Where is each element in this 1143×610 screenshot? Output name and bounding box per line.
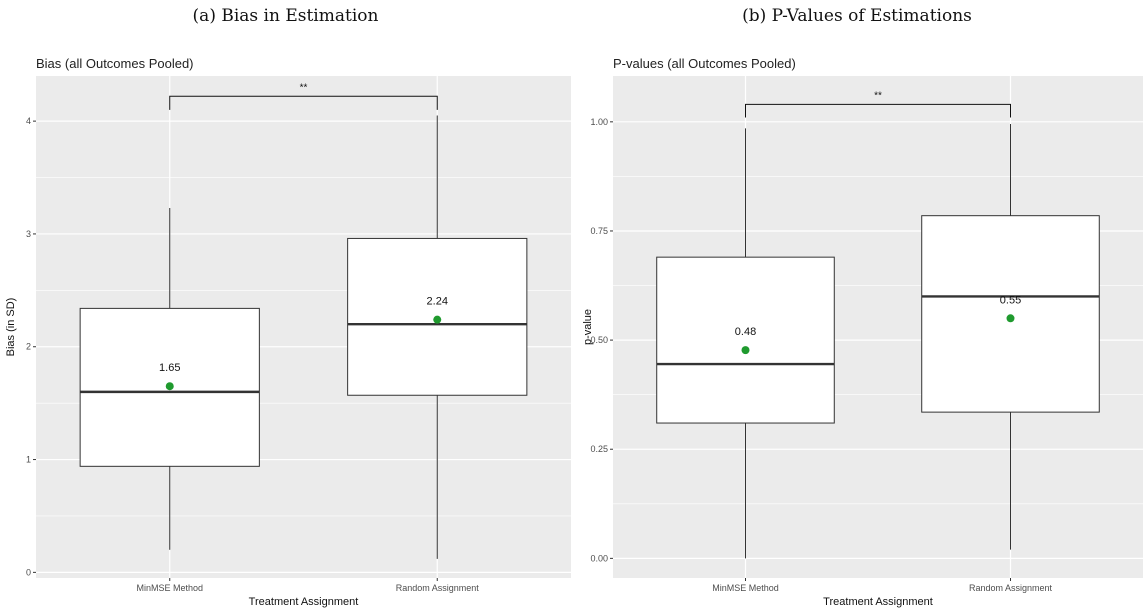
bias-significance-bracket bbox=[169, 95, 438, 110]
pvalue-significance-bracket bbox=[745, 103, 1011, 118]
bias-y-tick-label: 2 bbox=[26, 342, 31, 352]
bias-mean-point-minmse-method bbox=[165, 382, 174, 391]
pvalue-box-minmse-method bbox=[656, 256, 835, 424]
pvalue-mean-label-random-assignment: 0.55 bbox=[1000, 294, 1021, 306]
bias-y-tick-label: 1 bbox=[26, 455, 31, 465]
bias-x-axis-label: Treatment Assignment bbox=[249, 596, 359, 608]
bias-mean-label-minmse-method: 1.65 bbox=[159, 362, 180, 374]
pvalue-y-tick-label: 0.50 bbox=[590, 335, 608, 345]
bias-mean-label-random-assignment: 2.24 bbox=[427, 296, 448, 308]
pvalue-mean-point-minmse-method bbox=[741, 346, 750, 355]
pvalue-chart: P-values (all Outcomes Pooled) 0.00 0.25 0.… bbox=[582, 56, 1143, 608]
pvalue-mean-label-minmse-method: 0.48 bbox=[735, 326, 756, 338]
pvalue-y-tick-label: 0.25 bbox=[590, 444, 608, 454]
pvalue-y-tick-label: 0.75 bbox=[590, 226, 608, 236]
pvalue-significance-label: ** bbox=[874, 90, 882, 101]
pvalue-y-tick-label: 0.00 bbox=[590, 553, 608, 563]
pvalue-y-tick-label: 1.00 bbox=[590, 117, 608, 127]
bias-mean-point-random-assignment bbox=[433, 315, 442, 324]
pvalue-y-axis-label: p-value bbox=[582, 309, 594, 345]
bias-x-tick-label-random-assignment: Random Assignment bbox=[396, 583, 480, 593]
bias-chart: Bias (all Outcomes Pooled) 0 1 2 3 4 1.65 MinMS… bbox=[5, 56, 571, 608]
bias-y-tick-label: 0 bbox=[26, 567, 31, 577]
pvalue-box-random-assignment bbox=[921, 215, 1100, 413]
pvalue-x-tick-label-minmse-method: MinMSE Method bbox=[712, 583, 779, 593]
caption-a: (a) Bias in Estimation bbox=[192, 6, 379, 26]
pvalue-x-axis-label: Treatment Assignment bbox=[823, 596, 933, 608]
bias-chart-title: Bias (all Outcomes Pooled) bbox=[36, 56, 194, 71]
bias-y-tick-label: 3 bbox=[26, 229, 31, 239]
pvalue-x-tick-label-random-assignment: Random Assignment bbox=[969, 583, 1053, 593]
pvalue-mean-point-random-assignment bbox=[1006, 314, 1015, 323]
bias-y-tick-label: 4 bbox=[26, 116, 31, 126]
pvalue-chart-title: P-values (all Outcomes Pooled) bbox=[613, 56, 796, 71]
caption-b: (b) P-Values of Estimations bbox=[742, 6, 972, 26]
bias-significance-label: ** bbox=[300, 82, 308, 93]
bias-x-tick-label-minmse-method: MinMSE Method bbox=[136, 583, 203, 593]
bias-y-axis-label: Bias (in SD) bbox=[5, 298, 17, 357]
